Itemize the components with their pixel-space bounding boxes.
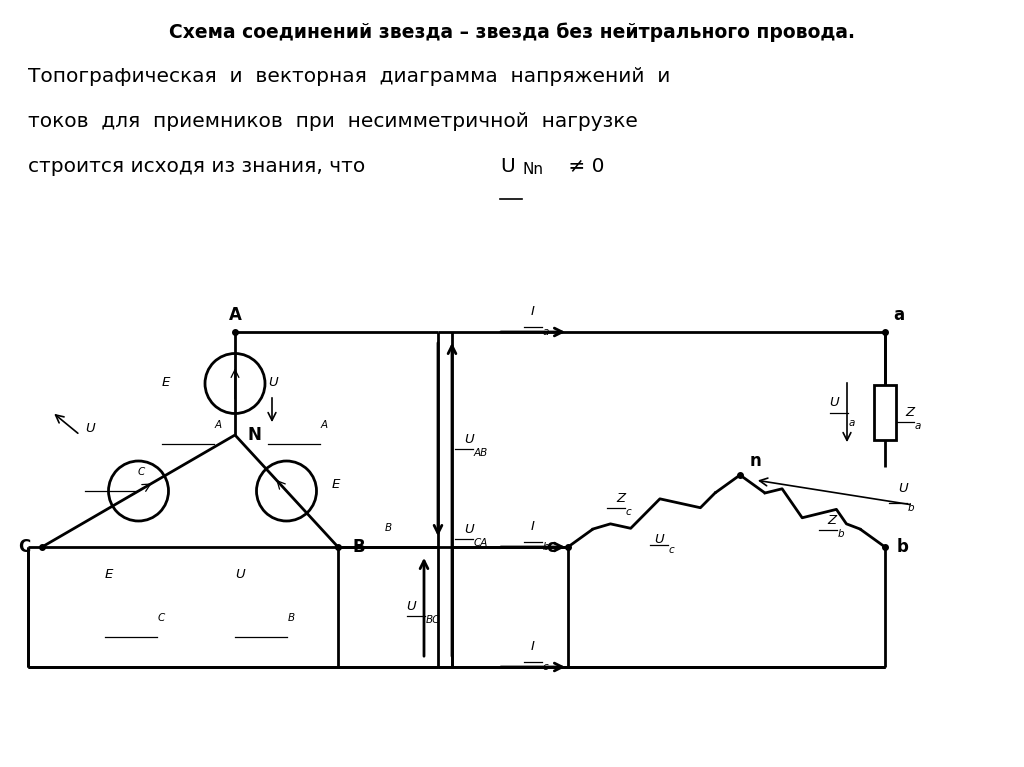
Text: CA: CA — [474, 538, 488, 548]
Text: Z: Z — [905, 406, 914, 419]
Text: U: U — [898, 482, 907, 495]
Text: C: C — [158, 613, 165, 623]
Text: ≠ 0: ≠ 0 — [562, 157, 604, 176]
Text: B: B — [288, 613, 294, 623]
Text: b: b — [908, 503, 914, 513]
Text: U: U — [464, 433, 474, 446]
Text: b: b — [897, 538, 909, 556]
Text: a: a — [543, 327, 549, 337]
Text: строится исходя из знания, что: строится исходя из знания, что — [28, 157, 372, 176]
Bar — [874, 385, 896, 440]
Text: A: A — [214, 420, 221, 430]
Text: U: U — [654, 533, 664, 546]
Text: B: B — [384, 523, 391, 533]
Text: U: U — [829, 396, 839, 409]
Text: U: U — [268, 376, 278, 389]
Text: E: E — [332, 479, 340, 492]
Text: Топографическая  и  векторная  диаграмма  напряжений  и: Топографическая и векторная диаграмма на… — [28, 67, 671, 86]
Text: a: a — [849, 417, 855, 427]
Text: U: U — [407, 601, 416, 614]
Text: c: c — [546, 538, 556, 556]
Text: U: U — [234, 568, 245, 581]
Text: B: B — [352, 538, 365, 556]
Text: U: U — [85, 423, 95, 436]
Text: Z: Z — [616, 492, 625, 505]
Text: I: I — [531, 520, 535, 533]
Text: N: N — [247, 426, 261, 444]
Text: E: E — [105, 568, 114, 581]
Text: AB: AB — [474, 447, 488, 457]
Text: c: c — [626, 507, 632, 517]
Text: U: U — [500, 157, 515, 176]
Text: токов  для  приемников  при  несимметричной  нагрузке: токов для приемников при несимметричной … — [28, 112, 638, 131]
Text: c: c — [669, 545, 675, 555]
Text: c: c — [543, 662, 549, 672]
Text: Nn: Nn — [522, 162, 543, 177]
Text: b: b — [543, 542, 550, 552]
Text: Z: Z — [827, 515, 837, 528]
Text: C: C — [137, 467, 144, 477]
Text: A: A — [228, 306, 242, 324]
Text: A: A — [321, 420, 328, 430]
Text: BC: BC — [426, 615, 440, 625]
Text: I: I — [531, 305, 535, 318]
Text: a: a — [893, 306, 904, 324]
Text: C: C — [17, 538, 30, 556]
Text: Схема соединений звезда – звезда без нейтрального провода.: Схема соединений звезда – звезда без ней… — [169, 22, 855, 41]
Text: U: U — [464, 523, 474, 536]
Text: I: I — [531, 640, 535, 653]
Text: n: n — [750, 452, 762, 470]
Text: E: E — [162, 376, 170, 389]
Text: a: a — [915, 420, 922, 430]
Text: b: b — [838, 529, 844, 539]
